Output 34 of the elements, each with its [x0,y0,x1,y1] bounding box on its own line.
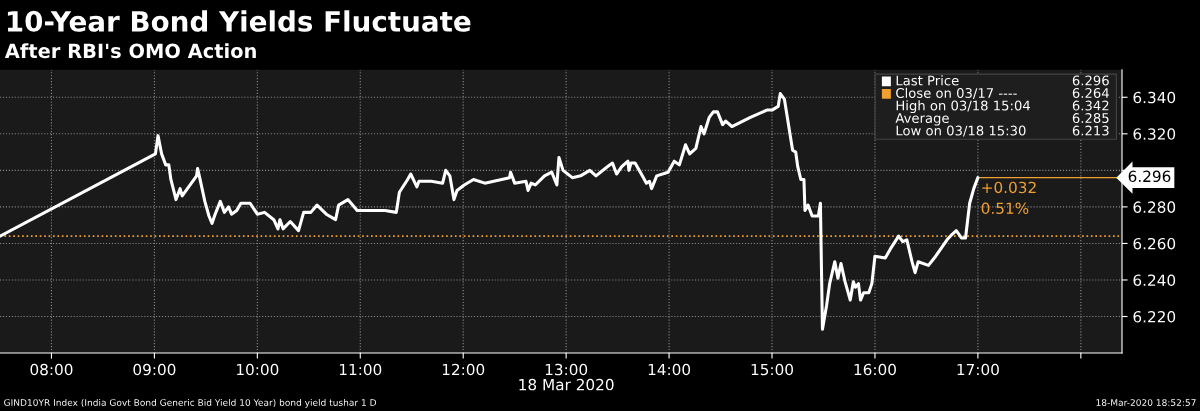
x-tick-label: 11:00 [339,363,382,376]
legend-label: Last Price [896,75,959,86]
y-tick-label: 6.340 [1133,91,1176,104]
annotation: 6.342 [1072,100,1109,111]
x-tick-label: 13:00 [545,363,588,376]
x-tick-label: 16:00 [854,363,896,376]
y-tick-label: 6.320 [1133,128,1176,140]
chart-title: 10-Year Bond Yields Fluctuate [7,10,471,32]
annotation: 6.264 [1072,88,1109,98]
annotation: 0.51% [981,202,1029,215]
x-tick-label: 08:00 [30,363,73,376]
annotation: Average [895,113,949,126]
y-tick-label: 6.240 [1133,274,1176,286]
legend-label: Close on 03/17 ---- [896,87,1017,100]
ref-line-label: 6.296 [1128,170,1171,183]
annotation: +0.032 [982,181,1036,194]
annotation: Low on 03/18 15:30 [896,125,1026,137]
chart-subtitle: After RBI's OMO Action [4,43,256,59]
x-tick-label: 17:00 [957,363,999,376]
annotation: 6.213 [1072,125,1109,136]
x-tick-label: 14:00 [648,363,691,376]
text: 18-Mar-2020 18:52:57 [1096,399,1196,406]
x-tick-label: 10:00 [237,363,279,376]
y-tick-label: 6.220 [1133,310,1176,323]
annotation: 6.296 [1072,75,1109,86]
annotation: High on 03/18 15:04 [896,100,1031,114]
text: GIND10YR Index (India Govt Bond Generic Bid Yield 10 Year) bond yield tushar 1 D [4,398,377,408]
y-tick-label: 6.260 [1133,237,1176,250]
x-tick-label: 09:00 [133,363,176,376]
x-tick-label: 15:00 [751,363,794,376]
y-tick-label: 6.280 [1133,201,1176,213]
x-axis-title: 18 Mar 2020 [519,378,614,391]
x-tick-label: 12:00 [442,363,485,376]
annotation: 6.285 [1072,113,1109,124]
